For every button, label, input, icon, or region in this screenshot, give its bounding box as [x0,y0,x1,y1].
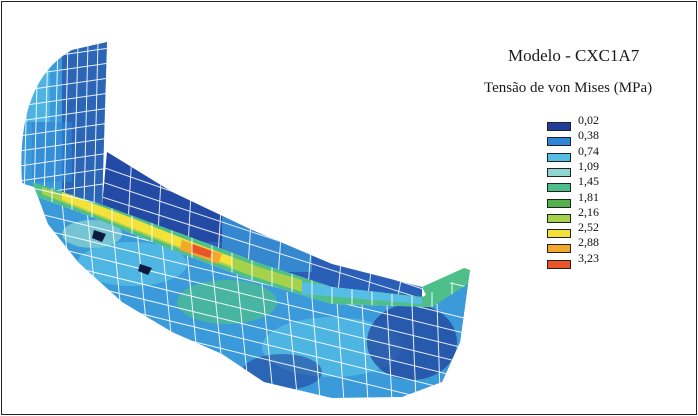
legend-label: 2,88 [578,235,599,250]
legend-label: 0,74 [578,143,599,158]
legend-label: 2,52 [578,220,599,235]
legend-label: 0,02 [578,113,599,127]
legend-swatch [547,229,571,239]
front-body [38,197,468,398]
legend-label: 1,81 [578,189,599,204]
legend-swatch [547,122,571,131]
legend-swatch [547,198,571,208]
legend-label: 2,16 [578,204,599,219]
stress-type-label: Tensão de von Mises (MPa) [484,80,653,96]
model-title: Modelo - CXC1A7 [508,46,640,65]
legend-label: 1,09 [578,158,599,173]
legend-swatch [547,167,571,177]
legend-label: 3,23 [578,250,599,265]
legend-swatch [547,259,571,269]
legend-swatch [547,183,571,193]
model-holes [92,230,152,275]
left-wall [21,42,108,207]
legend-swatch [547,152,571,162]
legend-swatch [547,244,571,254]
legend-label: 0,38 [578,128,599,143]
legend-swatch [547,137,571,147]
legend-label: 1,45 [578,174,599,189]
legend-swatch [547,213,571,223]
